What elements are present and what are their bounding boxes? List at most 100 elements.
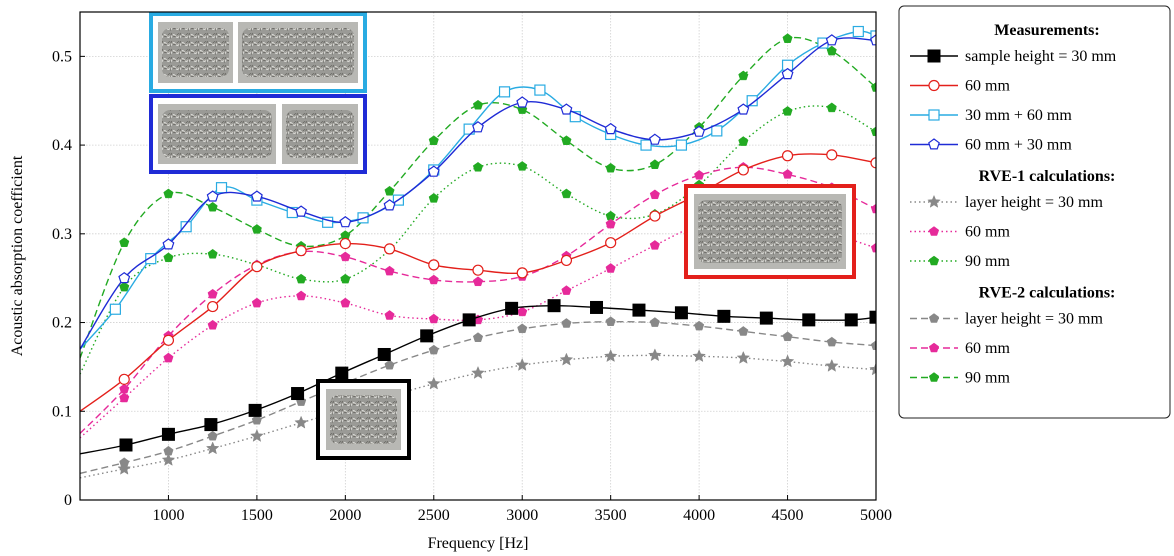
legend-label: sample height = 30 mm (965, 48, 1117, 65)
legend-entry: 60 mm + 30 mm (910, 137, 1072, 154)
data-point (215, 182, 228, 194)
data-point (296, 273, 307, 284)
legend-swatch-marker (928, 109, 940, 121)
data-point (207, 248, 218, 259)
data-point (119, 392, 130, 403)
x-tick-label: 3000 (506, 507, 538, 524)
series-6 (80, 102, 876, 375)
data-point (420, 329, 434, 343)
data-point (561, 188, 572, 199)
data-point (782, 106, 793, 116)
x-tick-label: 3500 (595, 507, 627, 524)
data-point (870, 203, 876, 214)
data-point (118, 271, 131, 284)
steel-wool-sample (330, 395, 397, 444)
data-point (870, 82, 876, 92)
data-point (295, 245, 307, 257)
legend-swatch-marker (927, 194, 941, 208)
data-point (426, 376, 441, 390)
legend-group-header: Measurements: (994, 22, 1099, 39)
data-point (826, 149, 838, 161)
data-point (717, 309, 731, 323)
data-point (869, 362, 876, 376)
data-point (427, 165, 440, 177)
data-point (605, 237, 617, 249)
data-point (295, 205, 308, 217)
data-point (605, 316, 616, 326)
data-point (605, 218, 616, 229)
data-point (205, 441, 220, 455)
data-point (632, 303, 646, 317)
data-point (163, 188, 174, 199)
data-point (145, 253, 157, 265)
data-point (649, 159, 660, 169)
data-point (870, 157, 876, 169)
legend-group-header: RVE-1 calculations: (979, 168, 1116, 185)
data-point (746, 95, 758, 107)
data-point (738, 70, 749, 81)
x-axis-label: Frequency [Hz] (428, 535, 529, 552)
data-point (472, 161, 484, 172)
data-point (547, 299, 561, 313)
data-point (711, 125, 723, 137)
data-point (251, 297, 262, 308)
sample-photo-60mm-plus-30mm (149, 94, 367, 174)
data-point (119, 438, 133, 452)
data-point (694, 169, 705, 180)
legend-swatch-marker (928, 372, 940, 382)
data-point (674, 306, 688, 320)
steel-wool-sample (286, 110, 354, 158)
data-point (738, 326, 749, 336)
data-point (605, 162, 616, 173)
data-point (109, 303, 121, 315)
legend-label: 30 mm + 60 mm (965, 107, 1072, 124)
x-tick-label: 1000 (152, 507, 184, 524)
data-point (163, 252, 174, 263)
series-line (80, 36, 876, 359)
data-point (251, 224, 262, 234)
data-point (781, 150, 794, 162)
steel-wool-sample (162, 28, 229, 77)
data-point (870, 126, 876, 137)
legend-swatch-marker (928, 255, 940, 266)
legend-label: 90 mm (965, 253, 1010, 270)
data-point (516, 267, 528, 279)
data-point (428, 259, 440, 271)
legend: Measurements: sample height = 30 mm 60 mm 3… (898, 5, 1171, 419)
legend-group-header: RVE-2 calculations: (979, 285, 1116, 302)
data-point (340, 297, 351, 308)
data-point (692, 349, 706, 363)
data-point (870, 242, 876, 253)
legend-entry: 60 mm (910, 340, 1010, 357)
y-tick-label: 0.5 (52, 48, 72, 65)
data-point (498, 86, 511, 98)
data-point (561, 135, 572, 145)
data-point (472, 332, 484, 342)
legend-swatch-marker (928, 79, 940, 92)
sample-photo-30mm-plus-60mm (149, 12, 367, 93)
data-point (206, 190, 219, 202)
data-point (569, 111, 581, 123)
legend-label: 60 mm (965, 224, 1010, 241)
data-point (517, 306, 528, 317)
legend-entry: 90 mm (910, 253, 1010, 270)
legend-label: 60 mm (965, 78, 1010, 95)
data-point (472, 99, 484, 110)
data-point (119, 457, 130, 468)
sample-photo-30mm (316, 379, 411, 460)
sample-photo-insets (149, 12, 856, 460)
legend-label: 60 mm + 30 mm (965, 137, 1072, 154)
data-point (118, 373, 130, 385)
data-point (163, 445, 174, 456)
data-point (119, 383, 130, 394)
data-point (694, 320, 705, 331)
data-point (649, 240, 660, 250)
data-point (204, 418, 218, 432)
legend-swatch-marker (927, 49, 941, 63)
y-tick-label: 0.1 (52, 403, 72, 420)
data-point (649, 317, 660, 327)
data-point (294, 415, 308, 429)
data-point (517, 323, 528, 334)
legend-swatch-marker (928, 313, 940, 323)
data-point (870, 30, 876, 42)
